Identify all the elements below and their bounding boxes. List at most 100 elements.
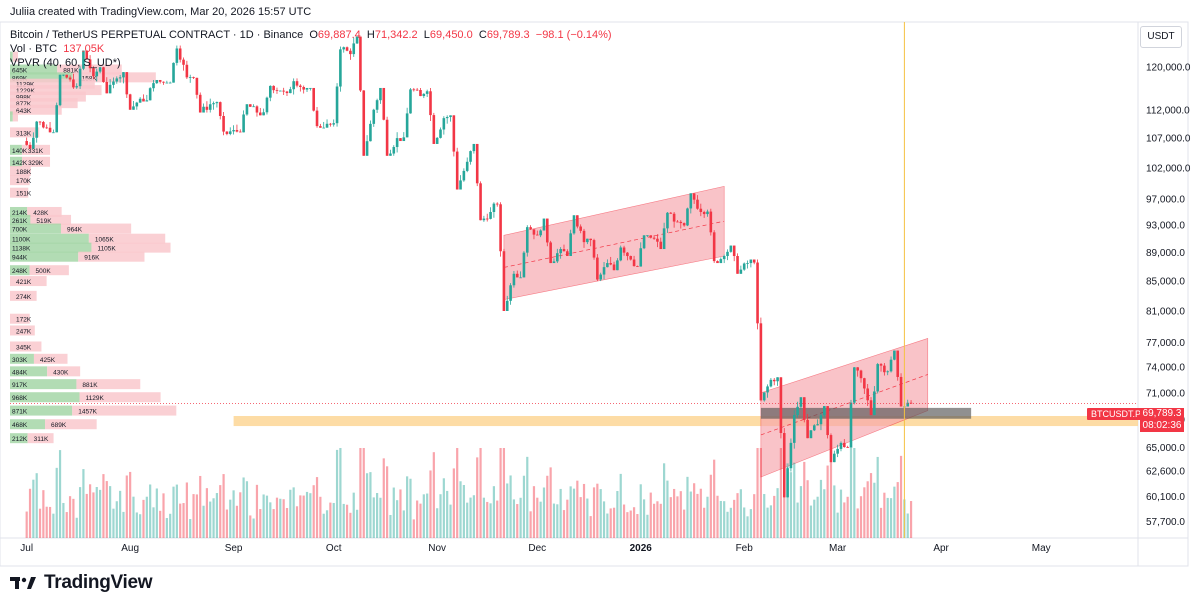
candle-body [499, 204, 502, 252]
volume-bar [729, 507, 732, 538]
candle-body [729, 245, 733, 252]
volume-bar [823, 489, 826, 538]
price-tick-label: 74,000.0 [1146, 363, 1185, 374]
candle-body [369, 123, 372, 142]
volume-value: 137.05K [63, 43, 105, 55]
vp-down-bar [10, 98, 78, 109]
vp-up-bar [10, 353, 34, 364]
candle-body [325, 123, 329, 128]
candle-body [709, 211, 713, 233]
volume-bar [522, 475, 526, 538]
candle-body [579, 226, 582, 231]
vp-up-label: 261K [12, 218, 28, 225]
candle-body [829, 435, 833, 463]
volume-bar [509, 475, 512, 538]
volume-bar [229, 499, 232, 538]
candle-body [519, 277, 522, 279]
candle-body [893, 350, 896, 360]
change-value: −98.1 (−0.14%) [535, 29, 612, 41]
candle-body [302, 86, 305, 90]
candle-body [265, 97, 269, 113]
candle-body [642, 235, 646, 249]
candle-body [88, 59, 92, 69]
candle-body [505, 300, 509, 311]
volume-bar [713, 459, 716, 538]
volume-bar [139, 514, 142, 538]
volume-bar [396, 500, 399, 538]
vp-up-bar [10, 242, 92, 253]
candle-body [379, 87, 382, 101]
vp-up-bar [10, 144, 22, 155]
volume-bar [45, 506, 48, 538]
volume-bar [626, 512, 629, 538]
volume-bar [312, 485, 315, 538]
volume-bar [652, 503, 656, 538]
vp-down-label: 345K [16, 344, 32, 351]
vpvr-legend[interactable]: VPVR (40, 60, S_UD*) [10, 57, 121, 69]
volume-bar [102, 474, 105, 538]
candle-body [349, 50, 352, 55]
volume-bar [439, 494, 442, 538]
candle-body [245, 104, 249, 115]
time-tick-label: 2026 [630, 543, 653, 554]
candle-body [339, 49, 342, 87]
volume-bar [789, 472, 793, 538]
candle-body [495, 203, 499, 205]
vp-down-bar [27, 206, 62, 217]
currency-button[interactable]: USDT [1140, 26, 1182, 48]
volume-bar [586, 498, 589, 538]
volume-bar [552, 503, 556, 538]
candle-body [883, 365, 886, 373]
volume-bar [402, 510, 405, 538]
volume-bar [562, 510, 566, 538]
candle-body [382, 87, 386, 120]
volume-bar [452, 468, 455, 538]
candle-body [235, 130, 239, 132]
symbol-ohlc-legend[interactable]: Bitcoin / TetherUS PERPETUAL CONTRACT · … [10, 29, 612, 41]
candle-body [876, 364, 879, 392]
candle-body [38, 121, 42, 123]
time-tick-label: Oct [326, 543, 342, 554]
volume-bar [773, 495, 776, 538]
volume-bar [606, 513, 609, 538]
vp-up-bar [10, 433, 28, 444]
volume-bar [352, 492, 355, 538]
candle-body [592, 240, 596, 258]
volume-bar [786, 463, 789, 538]
candle-body [789, 442, 793, 469]
volume-bar [476, 457, 479, 538]
volume-bar [766, 507, 769, 538]
candle-body [128, 94, 132, 110]
vp-down-label: 311K [34, 436, 49, 443]
volume-bar [175, 484, 178, 538]
volume-bar [589, 516, 592, 538]
volume-bar [369, 472, 372, 538]
volume-bar [262, 494, 265, 538]
candle-body [385, 119, 389, 156]
candle-body [609, 263, 613, 265]
volume-bar [686, 476, 689, 538]
volume-bar [249, 515, 252, 538]
volume-bar [412, 519, 415, 538]
volume-legend[interactable]: Vol · BTC 137.05K [10, 43, 104, 55]
volume-bar [572, 488, 576, 538]
volume-bar [703, 507, 706, 538]
volume-bar [499, 448, 502, 538]
tradingview-logo[interactable]: TradingView [10, 572, 153, 594]
candle-body [786, 468, 789, 498]
volume-bar [426, 493, 429, 538]
vp-up-label: 248K [12, 268, 28, 275]
vp-up-label: 871K [12, 409, 28, 416]
candle-body [826, 406, 829, 436]
candle-body [389, 153, 392, 156]
candle-body [175, 48, 179, 63]
candle-body [582, 230, 586, 243]
vp-down-bar [10, 78, 95, 89]
volume-bar [706, 496, 709, 538]
volume-bar [432, 452, 435, 538]
candle-body [522, 252, 526, 278]
candle-body [445, 117, 449, 119]
range-box [760, 407, 972, 419]
candle-body [576, 215, 579, 227]
